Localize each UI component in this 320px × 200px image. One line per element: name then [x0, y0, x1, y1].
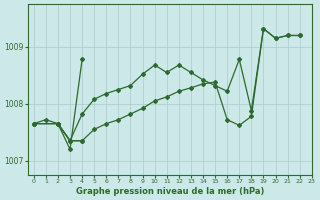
X-axis label: Graphe pression niveau de la mer (hPa): Graphe pression niveau de la mer (hPa): [76, 187, 264, 196]
